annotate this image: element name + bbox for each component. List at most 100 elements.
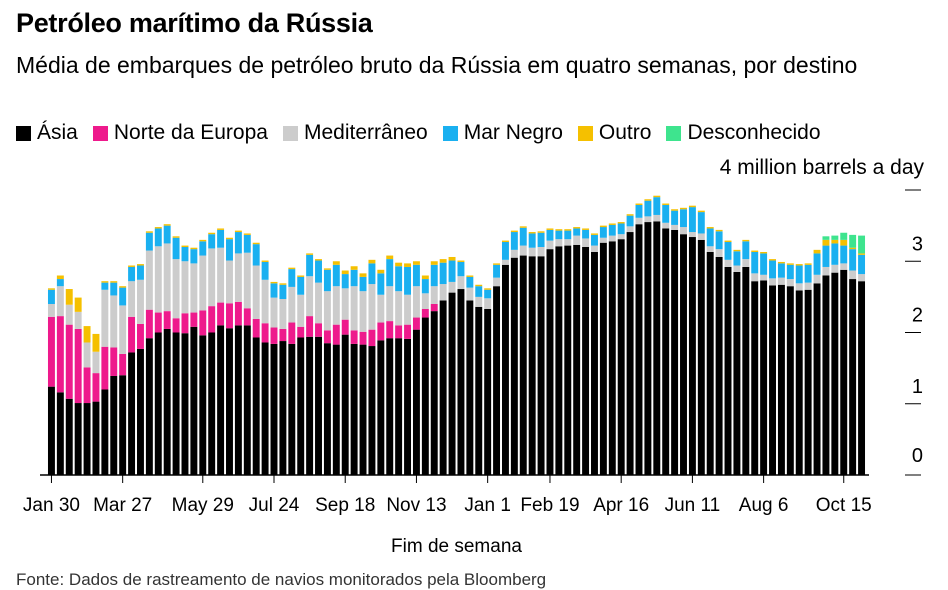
bar-unknown-91 bbox=[858, 235, 866, 254]
bar-other-29 bbox=[306, 253, 314, 255]
bar-mediterranean-82 bbox=[777, 277, 785, 285]
bar-black_sea-23 bbox=[252, 244, 260, 266]
bar-mediterranean-13 bbox=[163, 243, 171, 312]
bar-north_europe-27 bbox=[288, 322, 296, 344]
bar-asia-13 bbox=[163, 328, 171, 475]
bar-mediterranean-85 bbox=[804, 282, 812, 290]
bar-asia-47 bbox=[466, 300, 474, 475]
bar-asia-82 bbox=[777, 284, 785, 475]
bar-mediterranean-29 bbox=[306, 276, 314, 317]
bar-black_sea-12 bbox=[154, 228, 162, 247]
bar-black_sea-48 bbox=[475, 286, 483, 297]
bar-other-82 bbox=[777, 261, 785, 264]
bar-mediterranean-63 bbox=[608, 235, 616, 242]
bar-black_sea-41 bbox=[412, 264, 420, 287]
bar-mediterranean-67 bbox=[644, 216, 652, 223]
bar-mediterranean-86 bbox=[813, 274, 821, 284]
bar-black_sea-37 bbox=[377, 273, 385, 295]
legend-label-black-sea: Mar Negro bbox=[463, 121, 563, 144]
bar-black_sea-55 bbox=[537, 232, 545, 247]
bar-mediterranean-75 bbox=[715, 249, 723, 257]
x-tick-label-0: Jan 30 bbox=[23, 495, 80, 516]
bar-asia-88 bbox=[831, 272, 839, 475]
bar-asia-45 bbox=[448, 292, 456, 475]
bar-other-28 bbox=[297, 275, 305, 277]
bar-asia-34 bbox=[350, 343, 358, 475]
x-tick-label-8: Apr 16 bbox=[593, 495, 649, 516]
bar-mediterranean-80 bbox=[760, 274, 768, 281]
bar-mediterranean-11 bbox=[145, 250, 153, 310]
bar-asia-17 bbox=[199, 335, 207, 475]
bar-other-81 bbox=[769, 259, 776, 261]
bar-mediterranean-62 bbox=[599, 237, 607, 243]
bar-black_sea-47 bbox=[466, 276, 474, 288]
legend: Ásia Norte da Europa Mediterrâneo Mar Ne… bbox=[16, 121, 836, 145]
bar-black_sea-24 bbox=[261, 261, 269, 280]
x-tick-label-9: Jun 11 bbox=[665, 495, 721, 516]
bar-black_sea-57 bbox=[555, 230, 563, 240]
bar-other-72 bbox=[688, 205, 696, 208]
bar-mediterranean-76 bbox=[724, 259, 732, 267]
bar-north_europe-41 bbox=[412, 317, 420, 330]
bar-black_sea-8 bbox=[119, 287, 127, 306]
bar-mediterranean-30 bbox=[315, 282, 322, 324]
bar-black_sea-36 bbox=[368, 263, 376, 285]
bar-asia-32 bbox=[332, 344, 340, 475]
bar-mediterranean-32 bbox=[332, 286, 340, 325]
chart-title: Petróleo marítimo da Rússia bbox=[16, 8, 373, 38]
bar-mediterranean-87 bbox=[822, 266, 830, 276]
bar-asia-16 bbox=[190, 326, 198, 475]
bar-north_europe-8 bbox=[119, 353, 127, 376]
bar-black_sea-10 bbox=[137, 265, 144, 280]
legend-item-north-europe: Norte da Europa bbox=[92, 121, 268, 145]
bar-other-47 bbox=[466, 275, 474, 277]
bar-asia-77 bbox=[733, 271, 741, 475]
bar-mediterranean-55 bbox=[537, 247, 545, 257]
bar-asia-24 bbox=[261, 342, 269, 475]
bar-mediterranean-57 bbox=[555, 239, 563, 247]
bar-mediterranean-28 bbox=[297, 294, 305, 327]
bar-other-35 bbox=[359, 273, 367, 277]
bar-black_sea-62 bbox=[599, 227, 607, 238]
bar-black_sea-27 bbox=[288, 269, 296, 287]
bar-asia-23 bbox=[252, 337, 260, 475]
bar-other-73 bbox=[697, 210, 705, 213]
bar-other-54 bbox=[528, 232, 536, 234]
bar-other-21 bbox=[234, 230, 242, 233]
bar-asia-9 bbox=[128, 352, 136, 475]
y-tick-label-0: 0 bbox=[912, 445, 923, 467]
bar-black_sea-67 bbox=[644, 200, 652, 217]
bar-black_sea-91 bbox=[858, 254, 866, 275]
bar-mediterranean-10 bbox=[137, 279, 144, 324]
bar-asia-15 bbox=[181, 333, 189, 475]
bar-asia-36 bbox=[368, 346, 376, 475]
bar-black_sea-89 bbox=[840, 245, 848, 264]
bar-asia-78 bbox=[742, 266, 750, 475]
bar-asia-21 bbox=[234, 325, 242, 476]
legend-item-unknown: Desconhecido bbox=[666, 121, 821, 145]
bar-asia-62 bbox=[599, 242, 607, 475]
bar-other-27 bbox=[288, 267, 296, 270]
bar-mediterranean-5 bbox=[92, 351, 100, 374]
bar-mediterranean-61 bbox=[591, 245, 598, 252]
bar-black_sea-20 bbox=[226, 239, 233, 261]
bar-other-68 bbox=[653, 195, 661, 198]
bar-other-13 bbox=[163, 224, 171, 226]
bar-other-9 bbox=[128, 265, 136, 267]
bar-asia-70 bbox=[671, 229, 679, 475]
bar-black_sea-69 bbox=[662, 204, 670, 223]
bar-mediterranean-33 bbox=[341, 288, 349, 320]
bar-asia-44 bbox=[439, 300, 447, 475]
bar-black_sea-63 bbox=[608, 224, 616, 236]
bar-asia-39 bbox=[395, 338, 403, 475]
bar-mediterranean-45 bbox=[448, 281, 456, 293]
bar-other-31 bbox=[323, 268, 331, 270]
bar-mediterranean-39 bbox=[395, 291, 403, 326]
bar-mediterranean-90 bbox=[849, 270, 857, 280]
bar-north_europe-36 bbox=[368, 329, 376, 347]
legend-item-asia: Ásia bbox=[16, 121, 78, 145]
bar-mediterranean-31 bbox=[323, 291, 331, 331]
bar-black_sea-87 bbox=[822, 245, 830, 267]
bar-other-41 bbox=[412, 261, 420, 265]
bar-black_sea-72 bbox=[688, 207, 696, 233]
